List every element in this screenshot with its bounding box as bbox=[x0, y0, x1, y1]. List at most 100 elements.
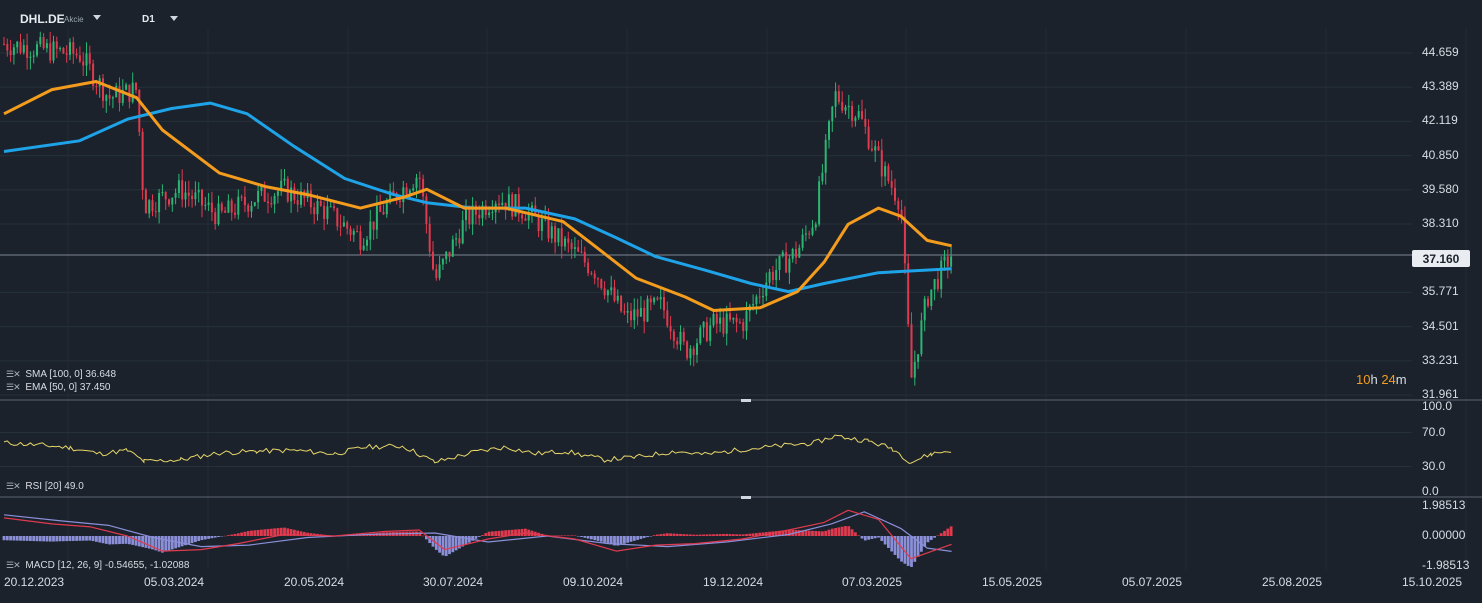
symbol-selector[interactable]: DHL.DE bbox=[20, 12, 65, 26]
candle-body bbox=[141, 131, 144, 190]
indicator-settings-icon[interactable]: ☰✕ bbox=[6, 560, 21, 570]
macd-histogram-bar bbox=[636, 536, 639, 540]
candle-body bbox=[362, 245, 365, 250]
macd-histogram-bar bbox=[646, 536, 649, 538]
macd-histogram-bar bbox=[504, 530, 507, 536]
toolbar: DHL.DE Akcie D1 bbox=[0, 0, 1482, 32]
candle-body bbox=[204, 204, 207, 206]
candle-body bbox=[253, 202, 256, 206]
candle-body bbox=[217, 203, 220, 225]
macd-histogram-bar bbox=[778, 530, 781, 536]
candle-body bbox=[273, 195, 276, 205]
date-tick-label: 05.07.2025 bbox=[1122, 575, 1183, 589]
symbol-dropdown-icon[interactable] bbox=[93, 15, 101, 20]
macd-histogram-bar bbox=[48, 536, 52, 542]
candle-body bbox=[567, 238, 570, 243]
candle-body bbox=[227, 200, 230, 213]
macd-histogram-bar bbox=[22, 536, 26, 541]
candle-body bbox=[643, 307, 646, 322]
macd-histogram-bar bbox=[728, 534, 732, 536]
macd-histogram-bar bbox=[309, 533, 313, 536]
macd-histogram-bar bbox=[134, 536, 138, 546]
candle-body bbox=[385, 202, 388, 215]
macd-histogram-bar bbox=[283, 527, 286, 536]
candle-body bbox=[72, 42, 75, 54]
macd-histogram-bar bbox=[230, 534, 234, 536]
sma-legend[interactable]: ☰✕ SMA [100, 0] 36.648 bbox=[6, 369, 116, 380]
candle-body bbox=[752, 304, 755, 306]
candle-body bbox=[613, 287, 616, 301]
macd-histogram-bar bbox=[877, 536, 880, 538]
candle-body bbox=[818, 181, 821, 225]
macd-tick-label: 0.00000 bbox=[1422, 528, 1466, 542]
candle-body bbox=[197, 189, 200, 193]
candle-body bbox=[237, 196, 240, 215]
macd-legend[interactable]: ☰✕ MACD [12, 26, 9] -0.54655, -1.02088 bbox=[6, 560, 189, 571]
current-price-tag: 37.160 bbox=[1412, 250, 1470, 267]
candle-body bbox=[283, 178, 286, 181]
candle-body bbox=[828, 121, 830, 140]
candle-body bbox=[653, 297, 656, 303]
macd-histogram-bar bbox=[200, 536, 204, 541]
macd-histogram-bar bbox=[867, 536, 870, 540]
candle-body bbox=[326, 206, 329, 219]
candle-body bbox=[540, 218, 543, 232]
candle-body bbox=[428, 223, 431, 252]
rsi-legend[interactable]: ☰✕ RSI [20] 49.0 bbox=[6, 481, 84, 492]
indicator-settings-icon[interactable]: ☰✕ bbox=[6, 369, 21, 379]
candle-body bbox=[656, 297, 659, 300]
candle-body bbox=[115, 85, 118, 98]
macd-histogram-bar bbox=[306, 532, 309, 536]
candle-body bbox=[600, 279, 603, 289]
candle-body bbox=[316, 200, 319, 215]
macd-histogram-bar bbox=[256, 529, 260, 536]
macd-histogram-bar bbox=[817, 531, 821, 536]
candle-body bbox=[943, 256, 946, 261]
candle-body bbox=[290, 187, 293, 202]
date-tick-label: 09.10.2024 bbox=[563, 575, 624, 589]
candle-body bbox=[758, 296, 761, 298]
macd-histogram-bar bbox=[685, 534, 689, 536]
timeframe-selector[interactable]: D1 bbox=[142, 14, 155, 25]
candle-body bbox=[597, 278, 599, 280]
candle-body bbox=[247, 205, 250, 212]
candle-body bbox=[441, 259, 444, 265]
candle-body bbox=[184, 192, 187, 200]
macd-histogram-bar bbox=[616, 536, 620, 546]
macd-histogram-bar bbox=[260, 529, 263, 536]
candle-body bbox=[174, 193, 177, 198]
candle-body bbox=[788, 258, 791, 273]
macd-histogram-bar bbox=[32, 536, 36, 542]
macd-histogram-bar bbox=[197, 536, 201, 542]
candle-body bbox=[313, 207, 316, 215]
macd-histogram-bar bbox=[263, 529, 267, 536]
macd-histogram-bar bbox=[302, 532, 306, 536]
candle-body bbox=[864, 118, 867, 127]
candle-body bbox=[847, 105, 850, 108]
macd-histogram-bar bbox=[233, 533, 237, 536]
candle-body bbox=[151, 200, 154, 212]
macd-histogram-bar bbox=[679, 533, 682, 536]
indicator-settings-icon[interactable]: ☰✕ bbox=[6, 382, 21, 392]
candle-body bbox=[171, 197, 174, 205]
ema-legend[interactable]: ☰✕ EMA [50, 0] 37.450 bbox=[6, 382, 110, 393]
macd-histogram-bar bbox=[863, 536, 867, 541]
candle-body bbox=[659, 297, 662, 300]
macd-histogram-bar bbox=[570, 535, 573, 536]
macd-histogram-bar bbox=[161, 536, 164, 553]
candle-body bbox=[214, 212, 217, 225]
candle-body bbox=[903, 216, 906, 264]
indicator-settings-icon[interactable]: ☰✕ bbox=[6, 481, 21, 491]
macd-histogram-bar bbox=[629, 536, 633, 542]
macd-histogram-bar bbox=[689, 534, 692, 536]
macd-histogram-bar bbox=[943, 530, 946, 536]
candle-body bbox=[735, 317, 738, 322]
candle-body bbox=[837, 91, 840, 102]
macd-histogram-bar bbox=[705, 534, 709, 536]
candle-body bbox=[418, 177, 421, 179]
candle-body bbox=[296, 200, 299, 205]
candle-body bbox=[560, 228, 563, 247]
timeframe-dropdown-icon[interactable] bbox=[170, 16, 178, 21]
